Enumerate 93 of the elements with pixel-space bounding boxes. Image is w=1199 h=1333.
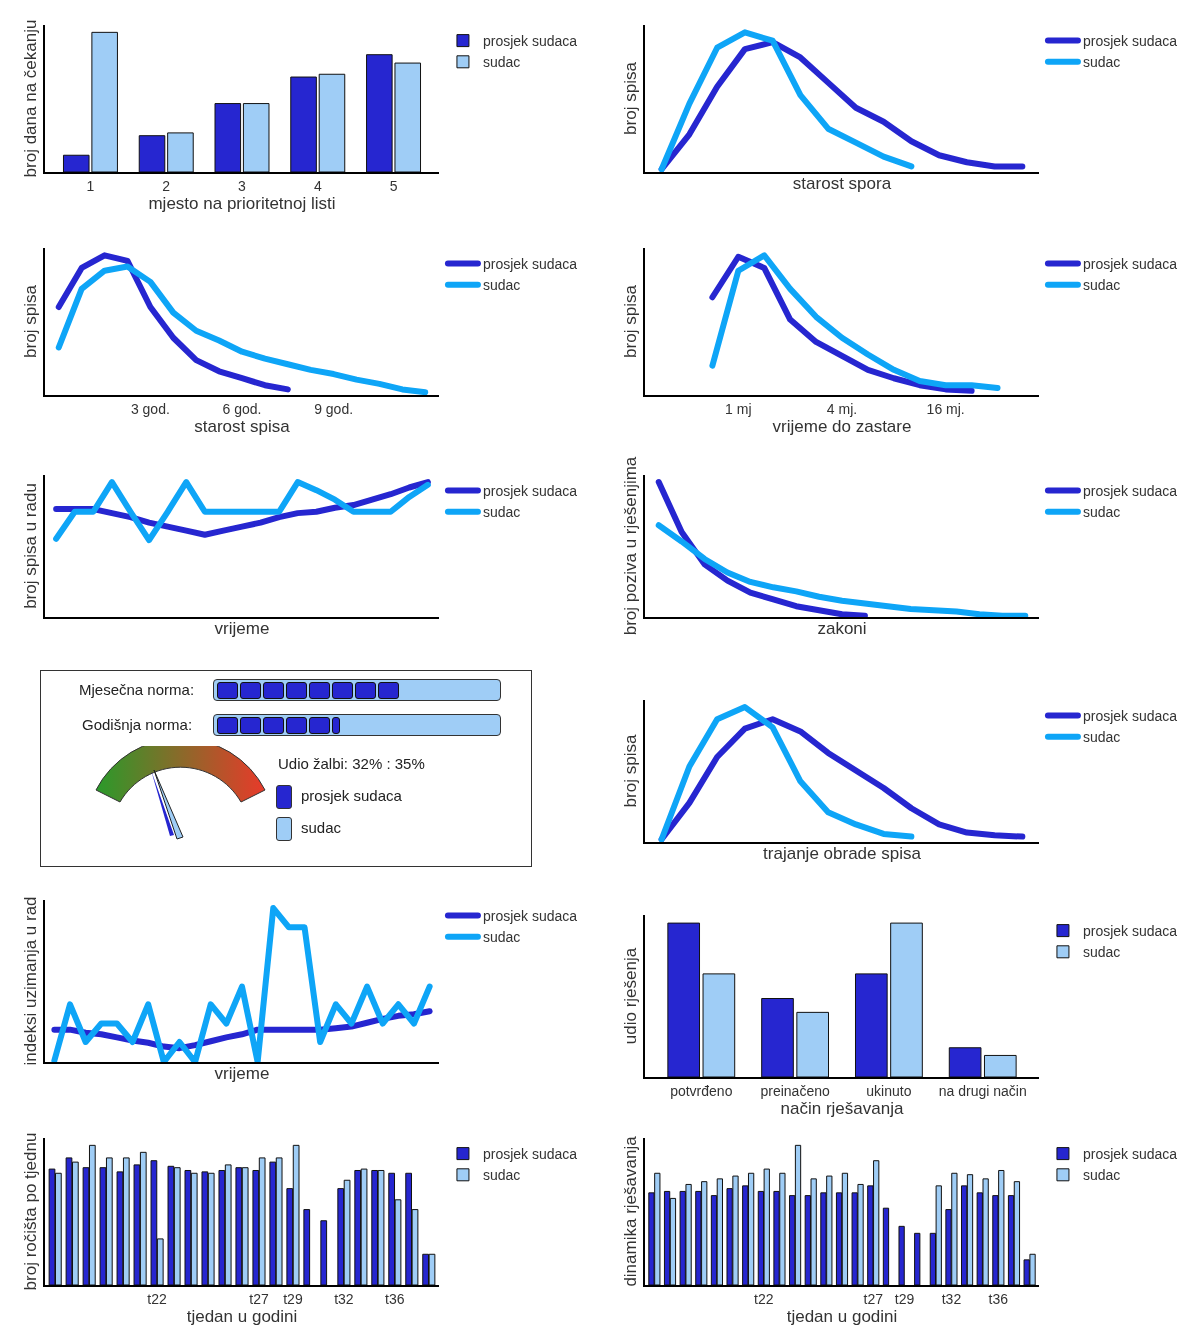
- legend-label: prosjek sudaca: [482, 33, 578, 50]
- bar: [320, 1220, 328, 1285]
- y-axis-title: broj spisa: [621, 734, 641, 808]
- x-tick-label: t27: [249, 1290, 269, 1307]
- x-tick-label: 4 mj.: [826, 400, 858, 417]
- legend-label: sudac: [1082, 277, 1121, 294]
- bar: [290, 76, 317, 172]
- legend-label: prosjek sudaca: [1082, 1146, 1178, 1163]
- x-axis-title: trajanje obrade spisa: [763, 843, 922, 863]
- x-tick-label: 4: [313, 177, 322, 194]
- x-axis-title: tjedan u godini: [786, 1306, 898, 1326]
- x-axis-title: starost spisa: [194, 416, 291, 436]
- bar: [667, 922, 701, 1077]
- y-axis-title: indeksi uzimanja u rad: [21, 896, 41, 1066]
- x-tick-label: ukinuto: [866, 1082, 912, 1099]
- x-axis-title: mjesto na prioritetnoj listi: [148, 193, 336, 213]
- x-tick-label: 1: [86, 177, 95, 194]
- x-tick-label: t32: [334, 1290, 354, 1307]
- bar: [898, 1225, 905, 1285]
- bar: [983, 1054, 1017, 1077]
- legend-label: prosjek sudaca: [1082, 483, 1178, 500]
- x-tick-label: 5: [389, 177, 398, 194]
- bar: [318, 73, 346, 172]
- x-axis-title: tjedan u godini: [186, 1306, 298, 1326]
- legend-label: prosjek sudaca: [482, 256, 578, 273]
- legend-label: prosjek sudaca: [482, 1146, 578, 1163]
- legend-label: prosjek sudaca: [1082, 256, 1178, 273]
- x-axis-title: starost spora: [792, 173, 892, 193]
- x-axis-title: način rješavanja: [780, 1098, 904, 1118]
- legend-label: prosjek sudaca: [482, 483, 578, 500]
- bar: [303, 1209, 311, 1285]
- legend-label: prosjek sudaca: [1082, 708, 1178, 725]
- x-tick-label: t29: [894, 1290, 915, 1307]
- text: sudac: [301, 819, 342, 836]
- y-axis-title: broj ročišta po tjednu: [21, 1132, 41, 1291]
- legend-label: sudac: [1082, 1167, 1121, 1184]
- x-tick-label: t32: [941, 1290, 962, 1307]
- bar: [914, 1232, 921, 1285]
- x-tick-label: 9 god.: [314, 400, 354, 417]
- text: prosjek sudaca: [301, 787, 402, 804]
- x-tick-label: preinačeno: [760, 1082, 830, 1099]
- x-tick-label: 1 mj: [725, 400, 752, 417]
- bar: [214, 103, 242, 172]
- legend-label: prosjek sudaca: [1082, 33, 1178, 50]
- x-tick-label: t27: [863, 1290, 884, 1307]
- bar: [138, 135, 166, 172]
- bar: [948, 1047, 982, 1077]
- bar: [167, 132, 194, 172]
- legend-label: sudac: [1082, 54, 1121, 71]
- y-axis-title: udio rješenja: [621, 947, 641, 1045]
- bar: [702, 973, 736, 1077]
- x-tick-label: 3 god.: [130, 400, 170, 417]
- x-tick-label: na drugi način: [938, 1082, 1027, 1099]
- bar: [761, 998, 794, 1077]
- x-tick-label: t22: [754, 1290, 774, 1307]
- x-tick-label: 6 god.: [222, 400, 262, 417]
- legend-label: sudac: [482, 54, 521, 71]
- bar: [854, 973, 888, 1077]
- x-tick-label: t22: [147, 1290, 168, 1307]
- y-axis-title: broj spisa: [21, 284, 41, 358]
- legend-label: sudac: [1082, 504, 1121, 521]
- x-tick-label: 16 mj.: [926, 400, 965, 417]
- legend-label: prosjek sudaca: [482, 908, 578, 925]
- y-axis-title: broj spisa: [621, 284, 641, 358]
- legend-label: prosjek sudaca: [1082, 923, 1178, 940]
- x-axis-title: zakoni: [817, 618, 867, 638]
- x-tick-label: 2: [162, 177, 171, 194]
- x-tick-label: 3: [238, 177, 247, 194]
- y-axis-title: dinamika rješavanja: [621, 1135, 641, 1287]
- y-axis-title: broj spisa: [621, 61, 641, 135]
- x-tick-label: t29: [283, 1290, 303, 1307]
- legend-label: sudac: [1082, 729, 1121, 746]
- text: Godišnja norma:: [82, 716, 193, 733]
- x-axis-title: vrijeme: [214, 1063, 270, 1083]
- x-tick-label: potvrđeno: [670, 1082, 733, 1099]
- y-axis-title: broj poziva u rješenjima: [621, 456, 641, 636]
- bar: [890, 922, 923, 1077]
- legend-label: sudac: [482, 1167, 521, 1184]
- y-axis-title: broj spisa u radu: [21, 483, 41, 609]
- legend-label: sudac: [482, 504, 521, 521]
- legend-label: sudac: [1082, 944, 1121, 961]
- bar: [882, 1207, 890, 1285]
- legend-label: sudac: [482, 277, 521, 294]
- x-axis-title: vrijeme do zastare: [772, 416, 912, 436]
- text: Mjesečna norma:: [79, 681, 195, 698]
- bar: [242, 103, 270, 172]
- y-axis-title: broj dana na čekanju: [21, 19, 41, 178]
- bar: [796, 1011, 830, 1077]
- x-tick-label: t36: [988, 1290, 1009, 1307]
- text: Udio žalbi: 32% : 35%: [278, 755, 425, 772]
- x-axis-title: vrijeme: [214, 618, 270, 638]
- x-tick-label: t36: [385, 1290, 405, 1307]
- legend-label: sudac: [482, 929, 521, 946]
